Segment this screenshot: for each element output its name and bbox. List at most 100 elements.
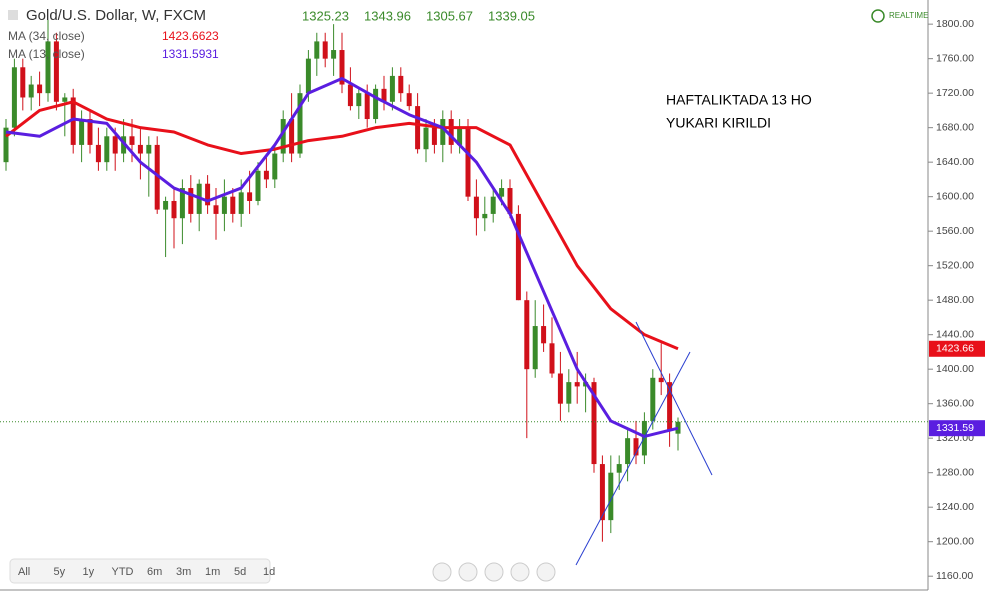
range-button[interactable]: 1d: [263, 566, 275, 578]
candle-body: [591, 382, 597, 465]
ma-label: MA (13, close): [8, 47, 85, 61]
candle-body: [213, 205, 219, 214]
candle-body: [79, 119, 85, 145]
close: 1339.05: [488, 8, 535, 23]
candle-body: [322, 41, 328, 59]
y-tick-label: 1200.00: [936, 535, 974, 547]
candle-body: [205, 183, 211, 206]
candle-body: [364, 93, 370, 120]
range-button[interactable]: 5y: [54, 566, 66, 578]
candle-body: [532, 326, 538, 370]
high: 1343.96: [364, 8, 411, 23]
y-tick-label: 1480.00: [936, 294, 974, 306]
price-label: 1423.66: [936, 343, 974, 355]
candle-body: [625, 438, 631, 465]
candle-body: [574, 382, 580, 387]
candle-body: [146, 144, 152, 154]
annotation: HAFTALIKTADA 13 HO: [666, 92, 812, 108]
candle-body: [347, 84, 353, 107]
candle-body: [238, 192, 244, 214]
ma-value: 1423.6623: [162, 29, 219, 43]
scroll-right[interactable]: [536, 562, 556, 582]
candle-body: [45, 41, 51, 94]
candle-body: [3, 127, 9, 163]
y-tick-label: 1160.00: [936, 570, 973, 582]
candle-body: [314, 41, 320, 59]
candle-body: [398, 75, 404, 94]
candle-body: [188, 188, 194, 214]
y-tick-label: 1560.00: [936, 225, 974, 237]
annotation: YUKARI KIRILDI: [666, 115, 771, 131]
candle-body: [457, 127, 463, 145]
range-button[interactable]: 3m: [176, 566, 191, 578]
realtime: REALTIME: [889, 11, 928, 20]
candle-body: [431, 127, 437, 145]
candle-body: [163, 200, 169, 210]
candle-body: [482, 213, 488, 219]
range-buttons: All 5y 1y YTD 6m 3m 1m 5d 1d: [18, 566, 275, 578]
trendline: [575, 351, 691, 566]
price-label-box: [929, 340, 985, 357]
grid: 1160.001200.001240.001280.001320.001360.…: [928, 18, 974, 582]
candle-body: [465, 127, 471, 197]
candle-body: [448, 119, 454, 145]
candle-body: [633, 438, 639, 456]
range-button[interactable]: YTD: [112, 566, 134, 578]
y-tick-label: 1520.00: [936, 259, 974, 271]
range-button[interactable]: 5d: [234, 566, 246, 578]
candle-body: [305, 58, 311, 94]
y-tick-label: 1800.00: [936, 18, 974, 30]
candle-body: [272, 153, 278, 180]
range-button[interactable]: All: [18, 566, 30, 578]
candle-body: [515, 213, 521, 301]
candle-body: [667, 382, 673, 430]
y-tick-label: 1680.00: [936, 121, 974, 133]
range-button[interactable]: 1y: [83, 566, 95, 578]
scroll-left[interactable]: [432, 562, 452, 582]
candle-body: [373, 88, 379, 120]
candle-body: [62, 97, 68, 102]
icon: [8, 10, 18, 20]
candle-body: [171, 200, 177, 219]
price-label-box: [929, 420, 985, 437]
y-tick-label: 1640.00: [936, 156, 974, 168]
y-tick-label: 1360.00: [936, 397, 974, 409]
y-tick-label: 1600.00: [936, 190, 974, 202]
candle-body: [650, 377, 656, 421]
zoom-in[interactable]: [510, 562, 530, 582]
y-tick-label: 1760.00: [936, 52, 974, 64]
y-tick-label: 1400.00: [936, 363, 974, 375]
candle-body: [524, 300, 530, 370]
candle-body: [499, 188, 505, 197]
y-tick-label: 1280.00: [936, 466, 974, 478]
ma-line: [5, 100, 679, 351]
reset[interactable]: [484, 562, 504, 582]
candle-body: [406, 93, 412, 107]
candle-body: [389, 75, 395, 102]
zoom-out[interactable]: [458, 562, 478, 582]
price-label: 1331.59: [936, 422, 974, 434]
realtime-icon: [871, 9, 885, 23]
y-tick-label: 1240.00: [936, 501, 974, 513]
candle-body: [440, 119, 446, 145]
trendline: [635, 321, 713, 476]
candle-body: [339, 50, 345, 85]
candle-body: [255, 170, 261, 201]
candle-body: [658, 377, 664, 383]
candle-body: [289, 119, 295, 154]
candle-body: [541, 326, 547, 344]
range-button[interactable]: 1m: [205, 566, 220, 578]
candle-body: [280, 119, 286, 154]
symbol-title: Gold/U.S. Dollar, W, FXCM: [26, 7, 206, 24]
candle-body: [104, 136, 110, 163]
candle-body: [247, 192, 253, 201]
candle-body: [230, 196, 236, 214]
range-button[interactable]: 6m: [147, 566, 162, 578]
candle-body: [490, 196, 496, 214]
candle-body: [137, 144, 143, 154]
low: 1305.67: [426, 8, 473, 23]
candle-body: [70, 97, 76, 145]
candle-body: [221, 196, 227, 214]
